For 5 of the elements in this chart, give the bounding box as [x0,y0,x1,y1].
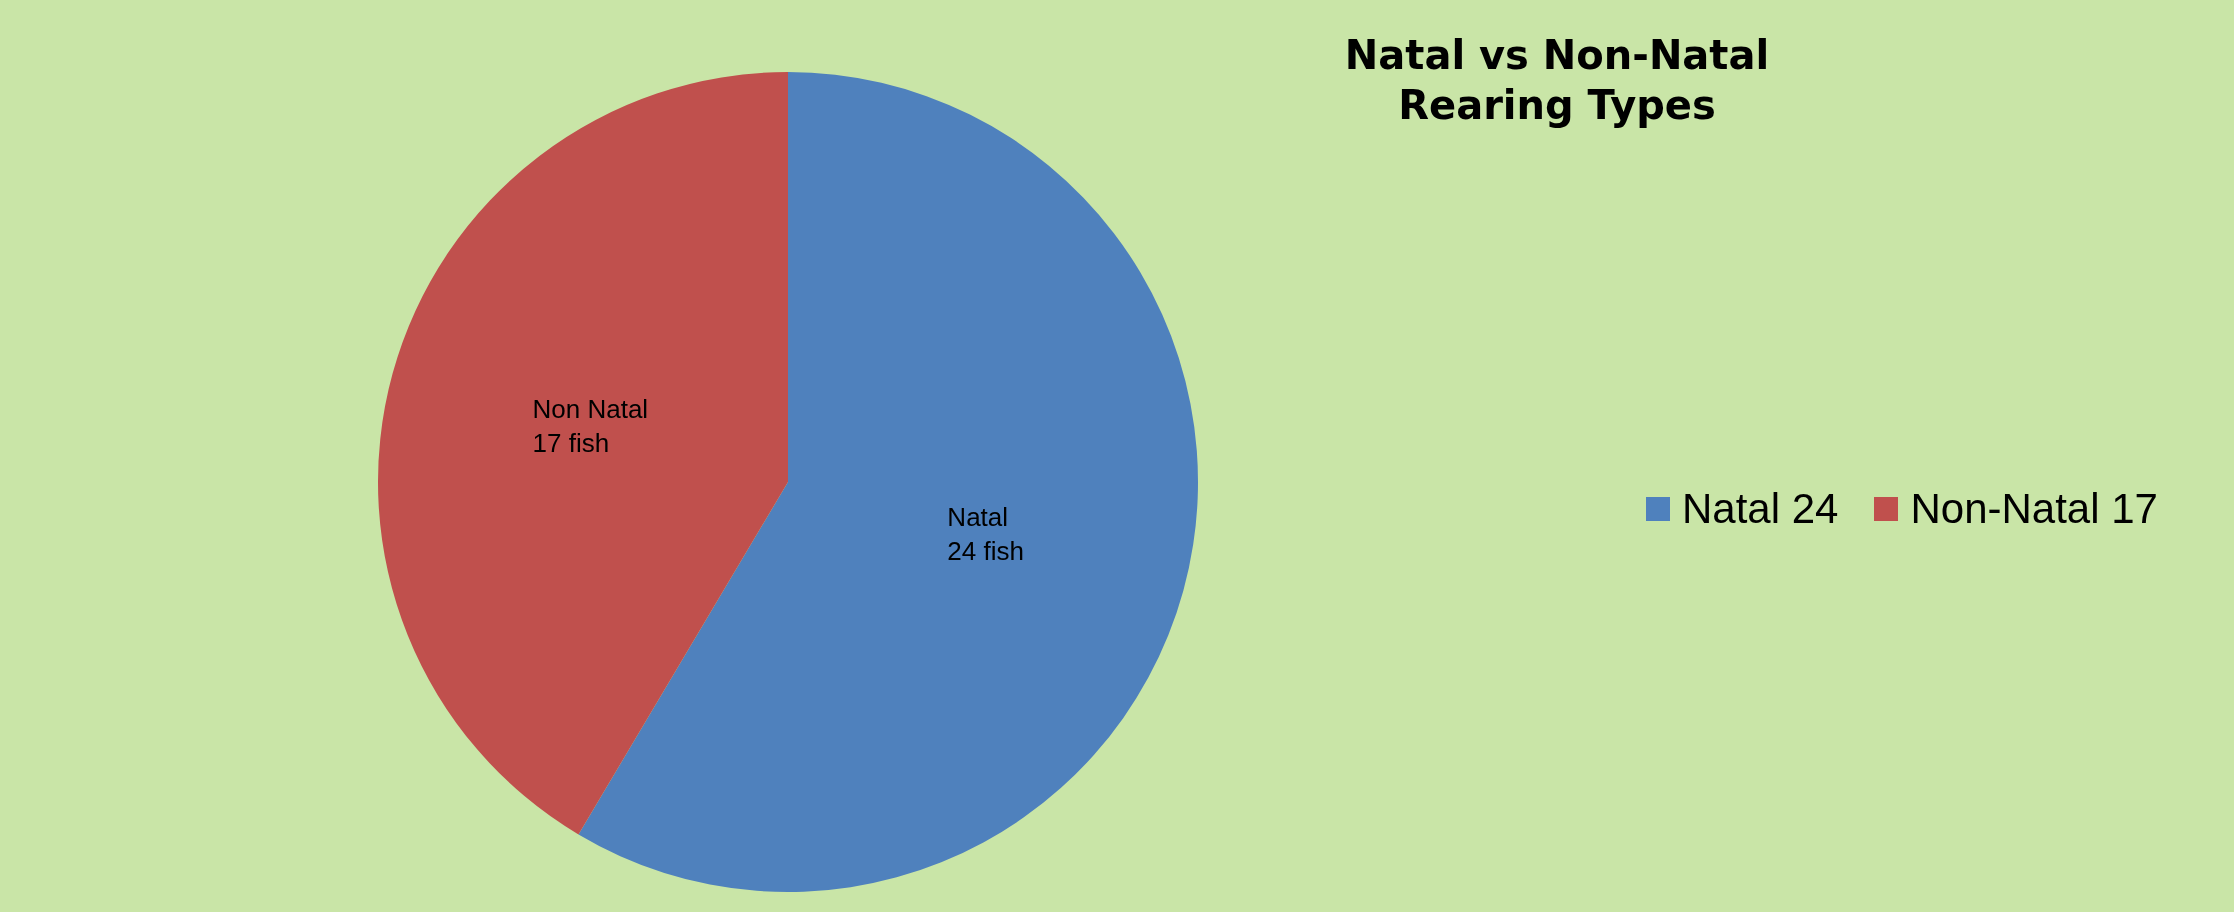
legend-label: Natal 24 [1682,485,1839,533]
data-label: Non Natal 17 fish [532,393,649,458]
chart-title: Natal vs Non-Natal Rearing Types [1343,31,1771,130]
data-label: Natal 24 fish [947,502,1024,567]
legend-label: Non-Natal 17 [1910,485,2158,533]
